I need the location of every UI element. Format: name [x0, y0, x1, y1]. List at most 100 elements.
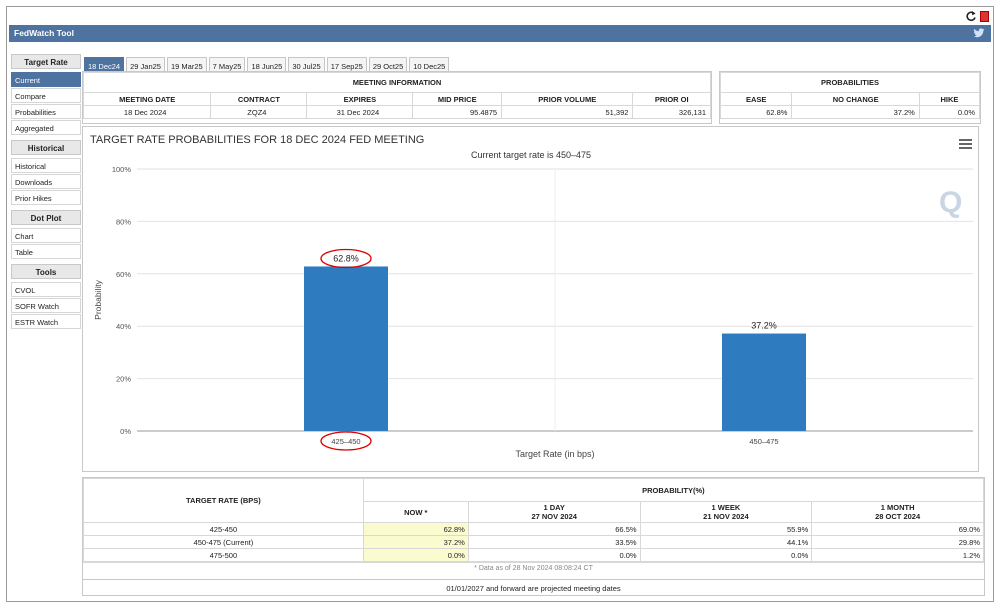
meeting-information-heading: MEETING INFORMATION — [83, 72, 711, 93]
meeting-info-cell: 18 Dec 2024 — [82, 105, 212, 119]
projected-dates-note: 01/01/2027 and forward are projected mee… — [82, 580, 985, 596]
y-tick-label: 0% — [120, 427, 131, 436]
sidebar-item-estr-watch[interactable]: ESTR Watch — [11, 314, 81, 329]
chart-subtitle: Current target rate is 450–475 — [471, 150, 591, 160]
sidebar: Target Rate Current Compare Probabilities Ag… — [11, 54, 81, 334]
q-logo-watermark: Q — [939, 186, 962, 219]
probability-cell: 1.2% — [811, 548, 984, 562]
bar-data-label: 62.8% — [333, 253, 359, 263]
chart-title: TARGET RATE PROBABILITIES FOR 18 DEC 202… — [90, 134, 424, 146]
probabilities-cell: 37.2% — [791, 105, 920, 119]
data-timestamp-note: * Data as of 28 Nov 2024 08:08:24 CT — [83, 562, 984, 572]
probability-cell: 29.8% — [811, 535, 984, 549]
meeting-info-cell: 326,131 — [632, 105, 711, 119]
period-label: 1 MONTH — [880, 503, 915, 513]
sidebar-item-downloads[interactable]: Downloads — [11, 174, 81, 189]
y-tick-label: 60% — [116, 270, 131, 279]
highlight-circle-category — [320, 431, 372, 451]
meeting-info-cell: 51,392 — [501, 105, 634, 119]
probabilities-column-header: HIKE — [918, 92, 981, 106]
probabilities-cell: 62.8% — [719, 105, 793, 119]
sidebar-item-chart[interactable]: Chart — [11, 228, 81, 243]
y-tick-label: 20% — [116, 375, 131, 384]
app-title-bar: FedWatch Tool — [9, 25, 991, 42]
y-axis-label: Probability — [93, 279, 103, 319]
y-tick-label: 100% — [112, 165, 132, 174]
probability-cell: 0.0% — [467, 548, 641, 562]
probability-period-header: 1 DAY 27 NOV 2024 — [467, 501, 641, 523]
period-date: 21 NOV 2024 — [703, 512, 749, 522]
probabilities-column-header: EASE — [719, 92, 793, 106]
sidebar-section: Dot Plot Chart Table — [11, 210, 81, 259]
x-tick-label: 425–450 — [331, 437, 360, 446]
meeting-info-cell: 95.4875 — [412, 105, 503, 119]
meeting-info-cell: ZQZ4 — [210, 105, 308, 119]
target-rate-header: TARGET RATE (BPS) — [83, 478, 364, 523]
tab-meeting[interactable]: 29 Jan25 — [126, 57, 165, 74]
x-axis-label: Target Rate (in bps) — [515, 449, 594, 459]
probability-cell: 0.0% — [639, 548, 813, 562]
probability-period-header: 1 WEEK 21 NOV 2024 — [639, 501, 813, 523]
table-row: 475-500 0.0% 0.0% 0.0% 1.2% — [83, 548, 984, 562]
sidebar-heading: Tools — [11, 264, 81, 279]
period-date: 28 OCT 2024 — [875, 512, 921, 522]
bar-1 — [722, 333, 806, 431]
top-toolbar — [965, 9, 989, 23]
meeting-info-cell: 31 Dec 2024 — [306, 105, 414, 119]
probability-chart: TARGET RATE PROBABILITIES FOR 18 DEC 202… — [90, 134, 973, 459]
sidebar-heading: Target Rate — [11, 54, 81, 69]
sidebar-item-prior-hikes[interactable]: Prior Hikes — [11, 190, 81, 205]
sidebar-section: Historical Historical Downloads Prior Hikes — [11, 140, 81, 205]
y-tick-label: 80% — [116, 217, 131, 226]
probability-cell: 66.5% — [467, 522, 641, 536]
probability-table-panel: TARGET RATE (BPS) PROBABILITY(%) NOW * 1 … — [82, 477, 985, 580]
sidebar-item-sofr-watch[interactable]: SOFR Watch — [11, 298, 81, 313]
sidebar-item-table[interactable]: Table — [11, 244, 81, 259]
pdf-icon[interactable] — [980, 10, 989, 22]
target-rate-cell: 450-475 (Current) — [83, 535, 364, 549]
sidebar-item-compare[interactable]: Compare — [11, 88, 81, 103]
probability-cell: 55.9% — [639, 522, 813, 536]
bar-0 — [304, 266, 388, 431]
sidebar-heading: Dot Plot — [11, 210, 81, 225]
period-label: NOW * — [404, 507, 428, 517]
sidebar-item-historical[interactable]: Historical — [11, 158, 81, 173]
tab-meeting[interactable]: 10 Dec25 — [409, 57, 450, 74]
twitter-icon[interactable] — [973, 27, 985, 39]
sidebar-heading: Historical — [11, 140, 81, 155]
sidebar-item-probabilities[interactable]: Probabilities — [11, 104, 81, 119]
sidebar-section: Target Rate Current Compare Probabilities Ag… — [11, 54, 81, 135]
probabilities-panel: PROBABILITIES EASE NO CHANGE HIKE 62.8% 37.… — [719, 71, 981, 124]
probability-cell: 33.5% — [467, 535, 641, 549]
probability-cell: 44.1% — [639, 535, 813, 549]
probability-cell: 0.0% — [362, 548, 469, 562]
probability-period-header: 1 MONTH 28 OCT 2024 — [811, 501, 984, 523]
y-tick-label: 40% — [116, 322, 131, 331]
highlight-circle-label — [320, 248, 372, 269]
probability-cell: 62.8% — [362, 522, 469, 536]
target-rate-cell: 425-450 — [83, 522, 364, 536]
meeting-info-column-header: MID PRICE — [412, 92, 503, 106]
probability-period-header: NOW * — [362, 501, 469, 523]
probabilities-heading: PROBABILITIES — [720, 72, 980, 93]
sidebar-item-current[interactable]: Current — [11, 72, 81, 87]
probability-cell: 37.2% — [362, 535, 469, 549]
probabilities-column-header: NO CHANGE — [791, 92, 920, 106]
app-title: FedWatch Tool — [14, 28, 74, 38]
probabilities-cell: 0.0% — [918, 105, 981, 119]
probability-cell: 69.0% — [811, 522, 984, 536]
table-row: 425-450 62.8% 66.5% 55.9% 69.0% — [83, 522, 984, 536]
app-frame: FedWatch Tool Target Rate Current Compare P… — [6, 6, 994, 602]
period-label: 1 WEEK — [711, 503, 741, 513]
meeting-info-column-header: PRIOR VOLUME — [501, 92, 634, 106]
hamburger-menu-icon[interactable] — [959, 139, 972, 149]
sidebar-item-cvol[interactable]: CVOL — [11, 282, 81, 297]
bar-data-label: 37.2% — [751, 321, 777, 331]
meeting-info-column-header: MEETING DATE — [82, 92, 212, 106]
meeting-info-column-header: PRIOR OI — [632, 92, 711, 106]
refresh-icon[interactable] — [965, 10, 977, 22]
period-date: 27 NOV 2024 — [531, 512, 577, 522]
target-rate-cell: 475-500 — [83, 548, 364, 562]
sidebar-item-aggregated[interactable]: Aggregated — [11, 120, 81, 135]
table-row: 450-475 (Current) 37.2% 33.5% 44.1% 29.8% — [83, 535, 984, 549]
